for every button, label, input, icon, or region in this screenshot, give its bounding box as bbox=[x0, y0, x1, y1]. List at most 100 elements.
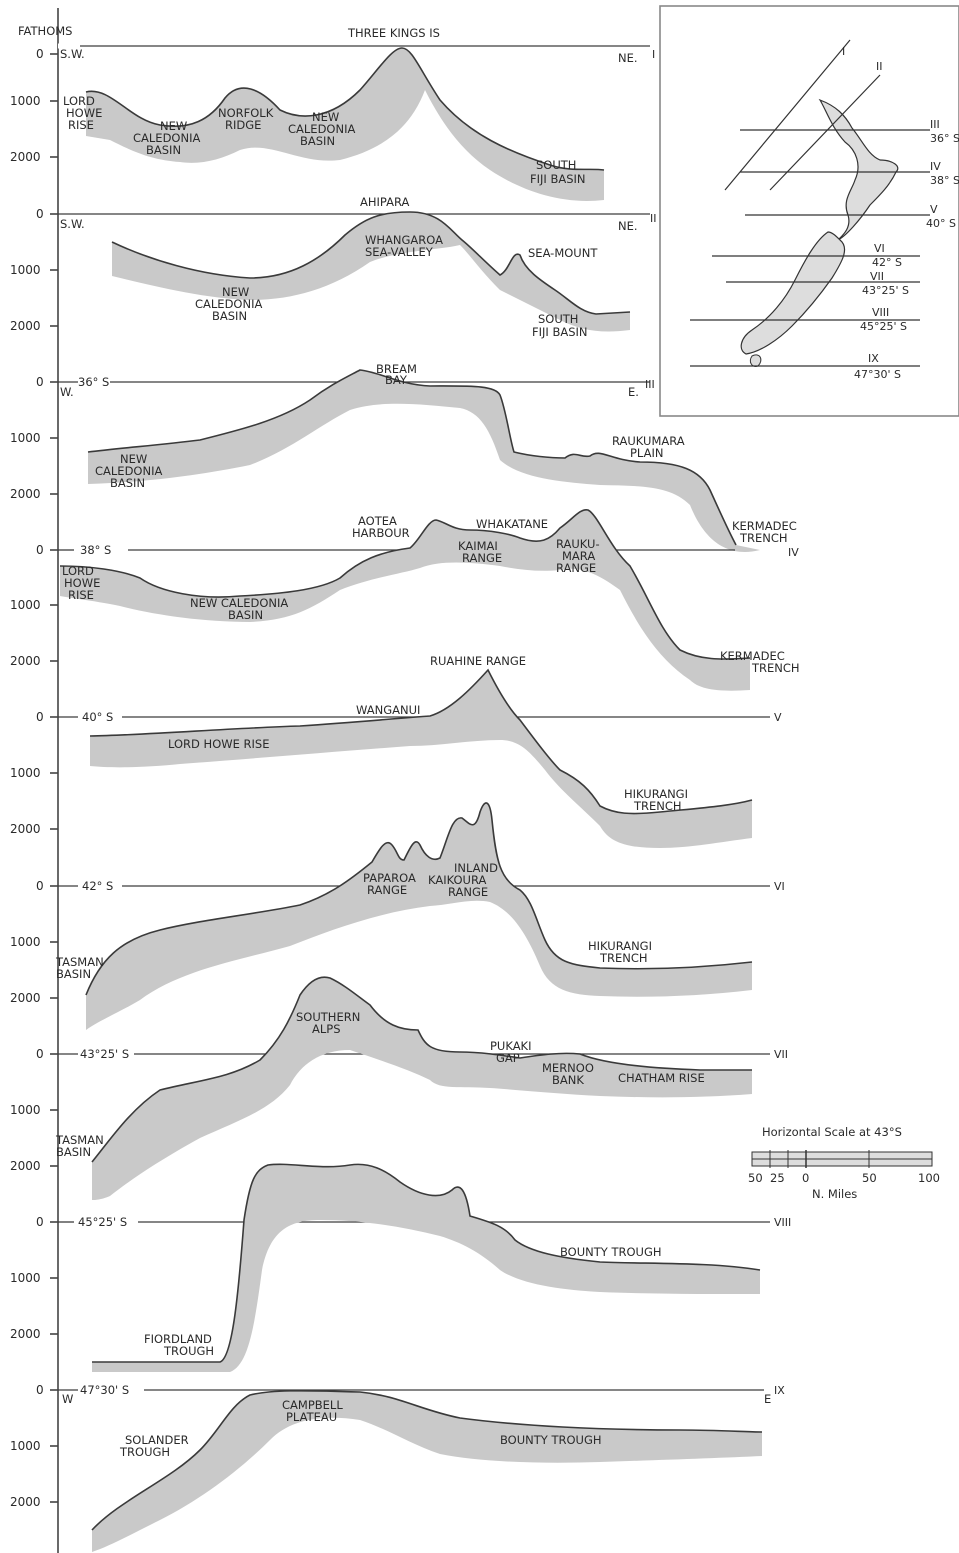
profile-IV: 38° S IV AOTEA HARBOUR WHAKATANE KAIMAI RA… bbox=[58, 509, 800, 691]
label-bounty-trough-1: BOUNTY TROUGH bbox=[560, 1245, 662, 1259]
label-south-fiji-basin: SOUTH FIJI BASIN bbox=[530, 158, 586, 186]
profile-VII: 43°25' S VII SOUTHERN ALPS PUKAKI GAP MERN… bbox=[55, 976, 788, 1200]
label-inland-kaikoura: INLAND KAIKOURA RANGE bbox=[428, 861, 498, 899]
svg-text:2000: 2000 bbox=[10, 319, 41, 333]
tick-25: 1000 bbox=[10, 1439, 58, 1453]
svg-text:1000: 1000 bbox=[10, 1103, 41, 1117]
profile-VI-lat: 42° S bbox=[82, 879, 113, 893]
label-lord-howe-rise: LORD HOWE RISE bbox=[63, 94, 102, 132]
profile-II: S.W. NE. II AHIPARA WHANGAROA SEA-VALLEY … bbox=[58, 195, 657, 339]
tick-12: 0 bbox=[36, 710, 58, 724]
label-tasman-basin-2: TASMAN BASIN bbox=[55, 1133, 104, 1159]
profile-IX-lat: 47°30' S bbox=[80, 1383, 129, 1397]
label-new-caledonia-basin-2: NEW CALEDONIA BASIN bbox=[288, 110, 355, 148]
profile-III-west: W. bbox=[60, 385, 74, 399]
label-pukaki-gap: PUKAKI GAP bbox=[490, 1039, 532, 1065]
label-bream-bay: BREAM BAY bbox=[376, 362, 417, 387]
profile-VII-lat: 43°25' S bbox=[80, 1047, 129, 1061]
profile-I-east: NE. bbox=[618, 51, 638, 65]
tick-2: 2000 bbox=[10, 150, 58, 164]
inset-line-IV-lat: 38° S bbox=[930, 174, 959, 187]
scale-title: Horizontal Scale at 43°S bbox=[762, 1125, 902, 1139]
svg-text:0: 0 bbox=[36, 1215, 44, 1229]
tick-23: 2000 bbox=[10, 1327, 58, 1341]
label-mernoo-bank: MERNOO BANK bbox=[542, 1061, 594, 1087]
label-whakatane: WHAKATANE bbox=[476, 517, 548, 531]
tick-17: 2000 bbox=[10, 991, 58, 1005]
label-south-fiji-basin-2: SOUTH FIJI BASIN bbox=[532, 312, 588, 339]
stewart-island-outline bbox=[749, 354, 762, 367]
label-raukumara-plain: RAUKUMARA PLAIN bbox=[612, 434, 685, 460]
svg-text:1000: 1000 bbox=[10, 766, 41, 780]
tick-21: 0 bbox=[36, 1215, 58, 1229]
inset-line-VI-lat: 42° S bbox=[872, 256, 902, 269]
svg-text:2000: 2000 bbox=[10, 654, 41, 668]
label-new-caledonia-basin-4: NEW CALEDONIA BASIN bbox=[95, 452, 162, 490]
inset-line-V-lat: 40° S bbox=[926, 217, 956, 230]
profile-VI-roman: VI bbox=[774, 880, 785, 893]
label-kermadec-trench-1: KERMADEC TRENCH bbox=[732, 519, 797, 545]
label-southern-alps: SOUTHERN ALPS bbox=[296, 1010, 360, 1036]
label-ruahine-range: RUAHINE RANGE bbox=[430, 654, 526, 668]
scale-tick-100: 100 bbox=[918, 1171, 940, 1185]
profile-VIII-lat: 45°25' S bbox=[78, 1215, 127, 1229]
svg-text:1000: 1000 bbox=[10, 431, 41, 445]
svg-text:0: 0 bbox=[36, 375, 44, 389]
profile-IX-east: E bbox=[764, 1392, 771, 1406]
tick-11: 2000 bbox=[10, 654, 58, 668]
profile-VIII: 45°25' S VIII BOUNTY TROUGH FIORDLAND TRO… bbox=[58, 1163, 791, 1372]
label-lord-howe-rise-2: LORD HOWE RISE bbox=[62, 564, 100, 602]
profile-VII-roman: VII bbox=[774, 1048, 788, 1061]
svg-text:1000: 1000 bbox=[10, 598, 41, 612]
profile-V-roman: V bbox=[774, 711, 782, 724]
label-ahipara: AHIPARA bbox=[360, 195, 409, 209]
tick-10: 1000 bbox=[10, 598, 58, 612]
profile-I-west: S.W. bbox=[60, 47, 85, 61]
profile-VIII-roman: VIII bbox=[774, 1216, 791, 1229]
tick-15: 0 bbox=[36, 879, 58, 893]
scale-tick-25: 25 bbox=[770, 1171, 785, 1185]
scale-unit: N. Miles bbox=[812, 1187, 857, 1201]
label-sea-mount: SEA-MOUNT bbox=[528, 246, 598, 260]
svg-text:1000: 1000 bbox=[10, 935, 41, 949]
label-paparoa-range: PAPAROA RANGE bbox=[363, 871, 416, 897]
depth-axis-ticks: 0 1000 2000 0 1000 2000 0 1000 2000 0 10… bbox=[10, 47, 58, 1509]
scale-bar: Horizontal Scale at 43°S 50 25 0 50 100 … bbox=[748, 1125, 940, 1201]
label-solander-trough: SOLANDER TROUGH bbox=[119, 1433, 189, 1459]
label-campbell-plateau: CAMPBELL PLATEAU bbox=[282, 1398, 343, 1424]
inset-line-IV: IV bbox=[930, 160, 941, 173]
profile-II-west: S.W. bbox=[60, 217, 85, 231]
svg-text:0: 0 bbox=[36, 879, 44, 893]
svg-text:0: 0 bbox=[36, 710, 44, 724]
profile-III-east: E. bbox=[628, 385, 639, 399]
inset-line-IX-lat: 47°30' S bbox=[854, 368, 901, 381]
svg-text:2000: 2000 bbox=[10, 487, 41, 501]
profile-III-roman: III bbox=[645, 378, 655, 391]
svg-text:1000: 1000 bbox=[10, 1439, 41, 1453]
tick-0: 0 bbox=[36, 47, 58, 61]
axis-title: FATHOMS bbox=[18, 24, 72, 38]
label-whangaroa: WHANGAROA SEA-VALLEY bbox=[365, 233, 443, 259]
inset-line-IX: IX bbox=[868, 352, 879, 365]
svg-text:0: 0 bbox=[36, 47, 44, 61]
profile-VI: 42° S VI PAPAROA RANGE INLAND KAIKOURA RANG… bbox=[55, 802, 785, 1030]
tick-8: 2000 bbox=[10, 487, 58, 501]
tick-7: 1000 bbox=[10, 431, 58, 445]
label-tasman-basin-1: TASMAN BASIN bbox=[55, 955, 104, 981]
inset-line-II: II bbox=[876, 60, 883, 73]
tick-20: 2000 bbox=[10, 1159, 58, 1173]
tick-9: 0 bbox=[36, 543, 58, 557]
svg-text:1000: 1000 bbox=[10, 1271, 41, 1285]
svg-text:0: 0 bbox=[36, 1047, 44, 1061]
label-new-caledonia-basin-5: NEW CALEDONIA BASIN bbox=[190, 596, 288, 622]
label-fiordland-trough: FIORDLAND TROUGH bbox=[144, 1332, 214, 1358]
south-island-outline bbox=[740, 231, 846, 355]
profile-V-lat: 40° S bbox=[82, 710, 113, 724]
inset-line-V: V bbox=[930, 203, 938, 216]
label-bounty-trough-2: BOUNTY TROUGH bbox=[500, 1433, 602, 1447]
svg-text:1000: 1000 bbox=[10, 263, 41, 277]
svg-text:2000: 2000 bbox=[10, 991, 41, 1005]
profile-IV-roman: IV bbox=[788, 546, 799, 559]
tick-5: 2000 bbox=[10, 319, 58, 333]
inset-line-VII: VII bbox=[870, 270, 884, 283]
